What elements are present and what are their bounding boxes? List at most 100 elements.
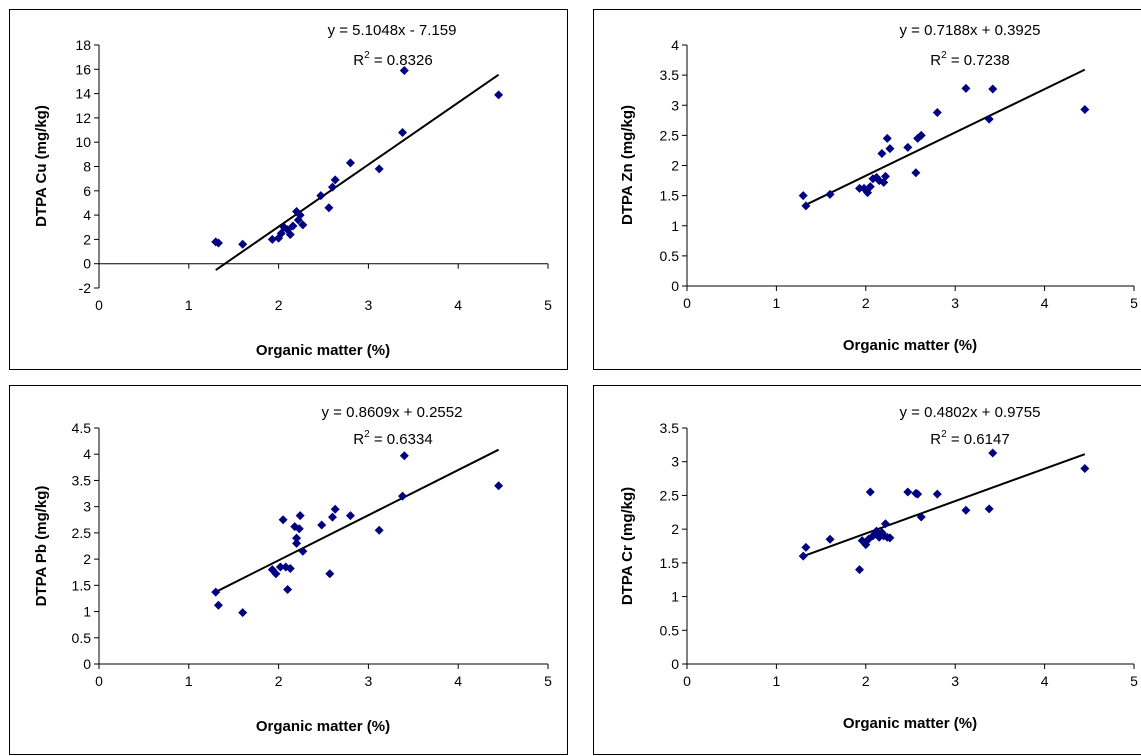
chart-2-y-tick-label: 4.5 [72,420,92,436]
chart-3-x-tick-label: 5 [1130,673,1138,689]
chart-2-y-tick-label: 3 [83,499,91,515]
chart-2-x-tick-label: 3 [365,673,373,689]
chart-2-y-tick-label: 0.5 [72,630,92,646]
chart-3-x-tick-label: 0 [683,673,691,689]
chart-3-data-point [880,519,890,529]
chart-3-data-point [865,487,875,497]
chart-3-data-point [988,448,998,458]
chart-2-data-point [292,538,302,548]
chart-3-data-point [855,565,865,575]
chart-1-data-point [865,182,875,192]
chart-0-data-point [213,238,223,248]
chart-1-x-tick-label: 3 [951,295,959,311]
chart-3-data-point [879,531,889,541]
chart-3-data-point [885,533,895,543]
chart-0-y-tick-label: 4 [83,207,91,223]
chart-0-data-point [285,230,295,240]
chart-2-r-squared: R2 = 0.6334 [353,429,432,448]
chart-1-y-tick-label: 4 [671,37,679,53]
chart-2-data-point [317,520,327,530]
chart-0-r-squared: R2 = 0.8326 [353,50,432,69]
chart-0-x-tick-label: 4 [454,297,462,313]
chart-0-x-tick-label: 5 [544,297,552,313]
chart-3-y-tick-label: 2 [671,521,679,537]
chart-0-trend-equation: y = 5.1048x - 7.159 [328,22,457,39]
chart-3-data-point [903,487,913,497]
chart-2-trendline [215,448,500,593]
chart-2-x-tick-label: 1 [185,673,193,689]
chart-0-data-point [316,191,326,201]
chart-1-y-tick-label: 3 [671,97,679,113]
chart-1-x-tick-label: 2 [862,295,870,311]
chart-2-data-point [283,585,293,595]
chart-3-trend-equation: y = 0.4802x + 0.9755 [900,404,1041,421]
chart-0-y-tick-label: 8 [83,159,91,175]
chart-3-x-tick-label: 2 [862,673,870,689]
chart-3-data-point [798,551,808,561]
chart-3-x-tick-label: 1 [773,673,781,689]
chart-2-data-point [275,562,285,572]
chart-1-x-tick-label: 5 [1130,295,1138,311]
chart-2-x-tick-label: 0 [95,673,103,689]
chart-1-y-tick-label: 1 [671,218,679,234]
chart-1-r-squared-label: R [930,52,941,69]
chart-2-data-point [374,525,384,535]
chart-0-x-tick-label: 0 [95,297,103,313]
chart-1-x-axis-label: Organic matter (%) [843,337,977,354]
chart-1-data-point [911,168,921,178]
chart-0-y-tick-label: 2 [83,231,91,247]
chart-3-y-tick-label: 2.5 [660,487,680,503]
chart-3-r-squared-label: R [930,431,941,448]
chart-1-data-point [988,84,998,94]
chart-1-trendline [802,68,1086,207]
chart-2-data-point [330,504,340,514]
chart-3-x-axis-label: Organic matter (%) [843,715,977,732]
chart-2-data-point [494,481,504,491]
chart-1-r-squared: R2 = 0.7238 [930,50,1009,69]
chart-1-y-tick-label: 0.5 [660,248,680,264]
chart-3-r-squared-exponent: 2 [941,429,947,440]
chart-1-x-tick-label: 0 [683,295,691,311]
chart-2-data-point [294,524,304,534]
chart-1-data-point [932,107,942,117]
chart-3-data-point [1080,463,1090,473]
chart-2-trend-equation: y = 0.8609x + 0.2552 [322,404,463,421]
chart-panel-pb: 0 0.5 1 1.5 2 2.5 3 3.5 4 4.5 0 1 2 3 4 5 y = 0.8609x + … [9,385,568,755]
chart-1-y-tick-label: 2 [671,158,679,174]
chart-3-y-tick-label: 1.5 [660,555,680,571]
chart-0-trendline [215,73,500,271]
chart-3-y-tick-label: 3.5 [660,420,680,436]
chart-3-data-point [984,504,994,514]
chart-1-r-squared-value: = 0.7238 [947,52,1010,69]
chart-panel-cu: -2 0 2 4 6 8 10 12 14 16 18 0 1 2 3 4 5 y = 5.1048x - 7.1… [9,9,568,370]
chart-1-y-tick-label: 3.5 [660,67,680,83]
chart-1-data-point [798,191,808,201]
chart-0-data-point [494,90,504,100]
chart-0-y-tick-label: 6 [83,183,91,199]
chart-0-y-tick-label: 18 [75,37,91,53]
chart-0-y-tick-label: -2 [79,280,92,296]
chart-panel-cr: 0 0.5 1 1.5 2 2.5 3 3.5 0 1 2 3 4 5 y = 0.4802x + 0.97… [593,385,1141,755]
chart-svg-zn: 0 0.5 1 1.5 2 2.5 3 3.5 4 0 1 2 3 4 5 y = 0.7188x + 0.3… [619,22,1138,354]
chart-1-data-point [916,130,926,140]
chart-2-data-point [399,451,409,461]
chart-1-data-point [885,144,895,154]
chart-1-data-point [984,114,994,124]
chart-3-data-point [932,489,942,499]
chart-3-y-tick-label: 0.5 [660,622,680,638]
chart-2-r-squared-exponent: 2 [364,429,370,440]
chart-3-data-point [961,505,971,515]
chart-3-trendline [802,453,1086,558]
chart-1-r-squared-exponent: 2 [941,50,947,61]
chart-0-r-squared-label: R [353,52,364,69]
chart-2-y-axis-label: DTPA Pb (mg/kg) [33,486,50,607]
chart-2-data-point [295,511,305,521]
chart-svg-cr: 0 0.5 1 1.5 2 2.5 3 3.5 0 1 2 3 4 5 y = 0.4802x + 0.97… [619,404,1138,732]
chart-2-data-point [292,533,302,543]
chart-0-x-axis-label: Organic matter (%) [256,342,390,359]
chart-1-data-point [903,142,913,152]
chart-0-data-point [238,239,248,249]
chart-0-data-point [330,175,340,185]
chart-2-y-tick-label: 3.5 [72,472,92,488]
